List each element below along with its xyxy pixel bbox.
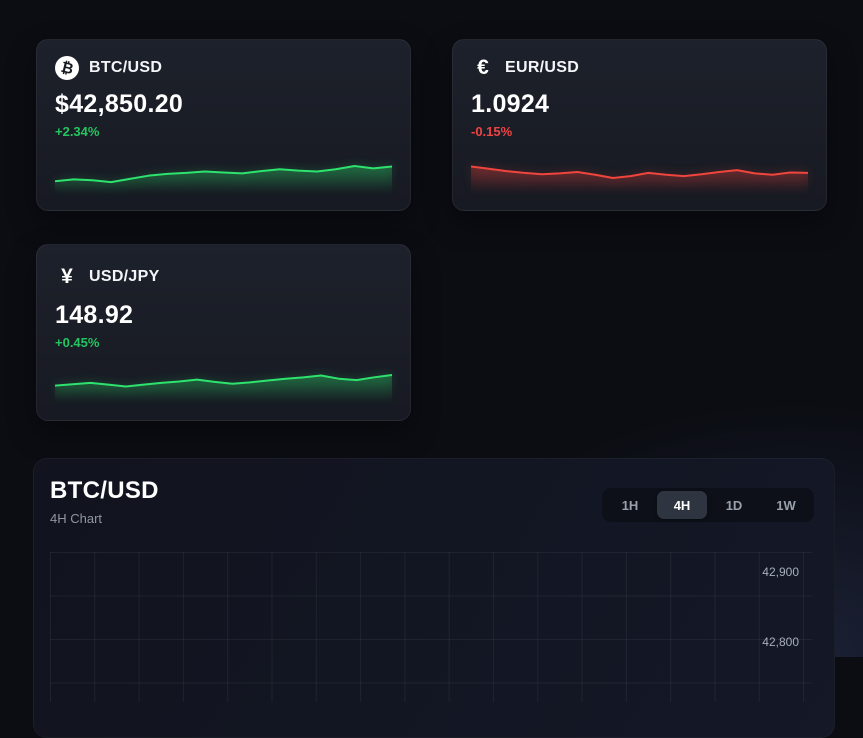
bitcoin-icon: ₿ <box>55 56 79 80</box>
timeframe-button-1h[interactable]: 1H <box>605 491 655 519</box>
price-value: 148.92 <box>55 301 134 329</box>
ticker-card-usd-jpy[interactable]: ¥ USD/JPY 148.92 +0.45% <box>36 244 411 421</box>
timeframe-selector: 1H 4H 1D 1W <box>602 488 814 522</box>
change-percent: -0.15% <box>471 124 513 139</box>
pair-label: USD/JPY <box>89 268 160 285</box>
sparkline-chart <box>55 358 392 404</box>
price-value: $42,850.20 <box>55 90 184 118</box>
ticker-card-eur-usd[interactable]: € EUR/USD 1.0924 -0.15% <box>452 39 827 211</box>
sparkline-chart <box>471 149 808 195</box>
price-value: 1.0924 <box>471 90 550 118</box>
sparkline-chart <box>55 149 392 195</box>
ticker-card-header: ¥ USD/JPY <box>55 265 160 289</box>
yen-icon: ¥ <box>61 265 73 288</box>
main-chart-panel: BTC/USD 4H Chart 1H 4H 1D 1W 42,900 42,8… <box>33 458 835 738</box>
change-percent: +0.45% <box>55 335 100 350</box>
chart-subtitle: 4H Chart <box>50 511 103 526</box>
change-percent: +2.34% <box>55 124 100 139</box>
timeframe-button-1w[interactable]: 1W <box>761 491 811 519</box>
euro-icon: € <box>477 56 489 79</box>
ticker-card-header: ₿ BTC/USD <box>55 56 162 80</box>
timeframe-button-1d[interactable]: 1D <box>709 491 759 519</box>
ticker-card-header: € EUR/USD <box>471 56 579 80</box>
ticker-card-btc-usd[interactable]: ₿ BTC/USD $42,850.20 +2.34% <box>36 39 411 211</box>
chart-title: BTC/USD <box>50 477 159 504</box>
pair-label: BTC/USD <box>89 59 163 76</box>
y-axis-label: 42,900 <box>762 565 799 579</box>
pair-label: EUR/USD <box>505 59 580 76</box>
y-axis-label: 42,800 <box>762 635 799 649</box>
chart-grid[interactable] <box>50 552 812 702</box>
timeframe-button-4h[interactable]: 4H <box>657 491 707 519</box>
